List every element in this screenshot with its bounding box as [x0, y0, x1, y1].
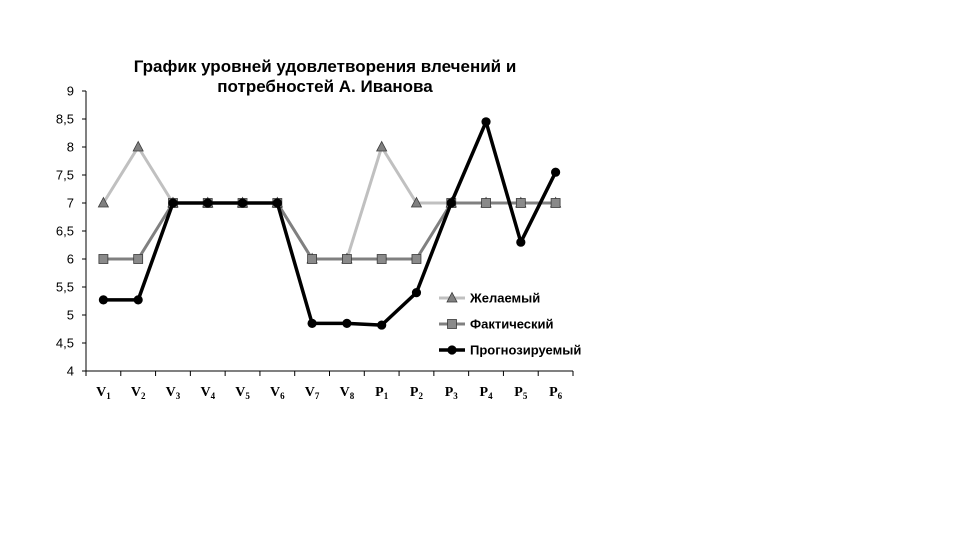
- square-marker: [550, 198, 561, 208]
- legend-label: Желаемый: [469, 291, 540, 306]
- x-tick-label: V5: [235, 385, 250, 401]
- triangle-marker: [410, 196, 423, 208]
- y-axis-ticks: 4 4,5 5 5,5 6 6,5 7 7,5 8 8,5 9: [56, 84, 86, 379]
- circle-marker: [411, 287, 422, 298]
- x-tick-label: P4: [480, 385, 494, 401]
- chart-title-line-1: График уровней удовлетворения влечений и: [134, 57, 517, 76]
- circle-marker: [307, 318, 317, 328]
- x-tick-label: V3: [166, 385, 181, 401]
- legend-label: Фактический: [470, 317, 554, 332]
- square-marker: [481, 198, 491, 208]
- x-tick-label: V1: [96, 385, 111, 401]
- x-tick-label: P6: [549, 385, 563, 401]
- series-2: [98, 198, 561, 264]
- square-marker: [515, 198, 526, 208]
- legend-circle-marker: [447, 345, 457, 355]
- chart-title-line-2: потребностей А. Иванова: [217, 77, 433, 96]
- circle-marker: [481, 117, 491, 127]
- x-tick-label: V8: [340, 385, 355, 401]
- square-marker: [411, 254, 422, 264]
- y-tick-label: 6,5: [56, 224, 74, 239]
- legend: Желаемый Фактический Прогнозируемый: [439, 291, 581, 358]
- y-tick-label: 7,5: [56, 168, 74, 183]
- circle-marker: [342, 318, 352, 328]
- y-tick-label: 5,5: [56, 280, 74, 295]
- x-tick-label: P2: [410, 385, 424, 401]
- legend-entry: Фактический: [439, 317, 554, 332]
- circle-marker: [168, 198, 178, 208]
- legend-square-marker: [447, 319, 457, 329]
- legend-label: Прогнозируемый: [470, 343, 581, 358]
- y-tick-label: 8: [67, 140, 74, 155]
- legend-entry: Прогнозируемый: [439, 343, 581, 358]
- circle-marker: [377, 320, 387, 330]
- x-tick-label: V4: [200, 385, 215, 401]
- y-tick-label: 4: [67, 364, 74, 379]
- circle-marker: [272, 198, 282, 208]
- chart-title: График уровней удовлетворения влечений и…: [134, 57, 517, 96]
- legend-triangle-marker: [446, 291, 458, 303]
- circle-marker: [133, 295, 143, 305]
- y-tick-label: 6: [67, 252, 74, 267]
- x-tick-label: P3: [445, 385, 459, 401]
- x-tick-label: P5: [514, 385, 528, 401]
- y-tick-label: 9: [67, 84, 74, 99]
- square-marker: [341, 254, 352, 264]
- y-tick-label: 4,5: [56, 336, 74, 351]
- circle-marker: [551, 167, 561, 177]
- circle-marker: [203, 198, 213, 208]
- triangle-marker: [132, 140, 144, 152]
- y-tick-label: 7: [67, 196, 74, 211]
- square-marker: [98, 254, 109, 264]
- circle-marker: [98, 295, 108, 305]
- circle-marker: [516, 237, 526, 247]
- square-marker: [376, 254, 387, 264]
- x-tick-label: P1: [375, 385, 389, 401]
- series-layer: [97, 117, 562, 330]
- x-tick-label: V6: [270, 385, 285, 401]
- y-tick-label: 5: [67, 308, 74, 323]
- x-tick-label: V2: [131, 385, 146, 401]
- square-marker: [133, 254, 144, 264]
- legend-entry: Желаемый: [439, 291, 540, 306]
- triangle-marker: [376, 140, 388, 152]
- square-marker: [307, 254, 318, 264]
- circle-marker: [237, 198, 248, 208]
- series-3: [98, 117, 561, 330]
- series-line: [103, 120, 558, 327]
- triangle-marker: [97, 196, 110, 208]
- x-tick-label: V7: [305, 385, 320, 401]
- y-tick-label: 8,5: [56, 112, 74, 127]
- x-axis-ticks: V1 V2 V3 V4 V5 V6 V7 V8 P1 P2 P3 P4 P5 P6: [85, 371, 574, 401]
- circle-marker: [446, 198, 456, 208]
